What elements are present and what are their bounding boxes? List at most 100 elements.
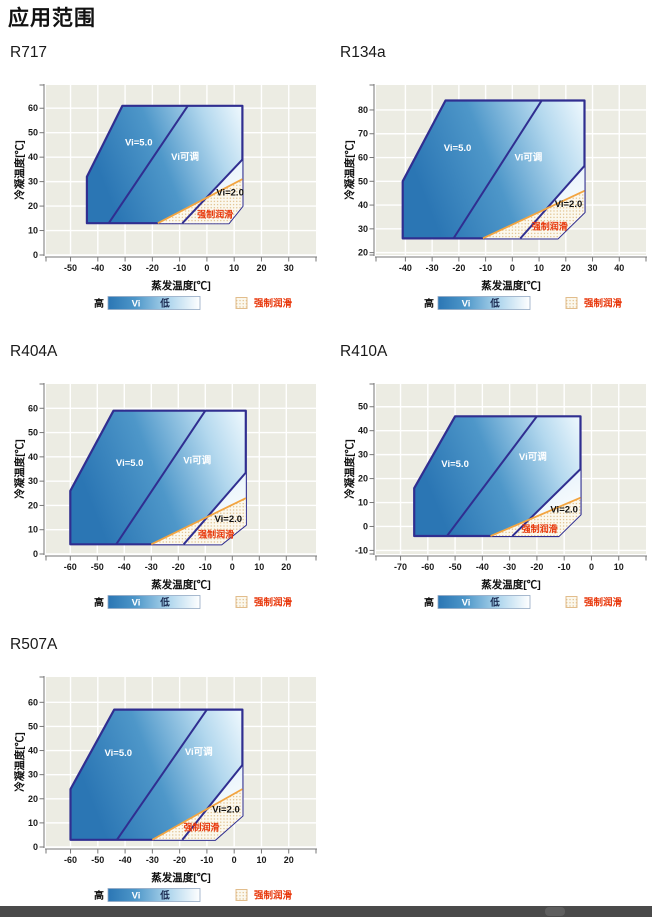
x-tick-label: 30	[284, 263, 294, 273]
x-tick-label: -10	[199, 562, 212, 572]
legend-vi-gradient-bar	[107, 888, 201, 902]
y-tick-label: 30	[28, 770, 38, 780]
y-tick-label: 60	[28, 403, 38, 413]
y-tick-label: 0	[363, 521, 368, 531]
x-tick-label: 0	[589, 562, 594, 572]
y-axis	[369, 84, 375, 256]
y-axis	[39, 676, 45, 848]
x-tick-label: -20	[172, 562, 185, 572]
x-tick-label: -20	[530, 562, 543, 572]
x-tick-label: -30	[426, 263, 439, 273]
legend-forced-label: 强制润滑	[254, 298, 293, 310]
divider-vi5-viadj	[116, 708, 208, 841]
chart-title-r134a: R134a	[340, 44, 386, 61]
y-tick-label: 70	[358, 129, 368, 139]
x-tick-label: -40	[91, 263, 104, 273]
forced-lubrication-boundary-line	[151, 788, 243, 841]
forced-lubrication-boundary-line	[490, 496, 581, 537]
x-axis	[45, 256, 317, 262]
divider-vi5-viadj	[452, 99, 543, 239]
bottom-scrollbar[interactable]	[0, 906, 652, 917]
y-tick-label: 30	[28, 476, 38, 486]
legend-forced-label: 强制润滑	[584, 298, 623, 310]
x-tick-label: -50	[64, 263, 77, 273]
x-tick-label: -10	[479, 263, 492, 273]
x-tick-label: 20	[561, 263, 571, 273]
x-tick-label: -30	[146, 855, 159, 865]
legend-high-label: 高	[94, 297, 104, 310]
legend-vi-label: Vi	[132, 299, 141, 310]
x-axis	[45, 848, 317, 854]
chart-title-r404a: R404A	[10, 343, 58, 360]
legend-low-label: 低	[159, 597, 170, 609]
region-label-2: Vi=2.0	[214, 514, 242, 525]
divider-viadj-vi2	[511, 468, 582, 537]
chart-canvas-r410a: Vi=5.0 Vi可调 Vi=2.0 强制润滑 -70 -60 -50 -40 -30 -20 -1…	[343, 383, 647, 609]
legend: 高 Vi 低 强制润滑	[94, 296, 293, 310]
legend-vi-gradient-bar	[107, 595, 201, 609]
y-axis-title: 冷凝温度[℃]	[343, 140, 356, 200]
x-axis-title: 蒸发温度[℃]	[151, 279, 211, 292]
y-axis	[39, 383, 45, 555]
y-tick-label: 30	[358, 450, 368, 460]
x-axis-title: 蒸发温度[℃]	[481, 279, 541, 292]
x-tick-label: 0	[232, 855, 237, 865]
divider-viadj-vi2	[181, 764, 244, 841]
region-label-2: Vi=2.0	[216, 188, 244, 199]
y-tick-label: 0	[33, 842, 38, 852]
x-tick-label: 10	[614, 562, 624, 572]
region-label-1: Vi可调	[183, 455, 211, 467]
divider-viadj-vi2	[519, 165, 586, 240]
y-tick-label: 40	[358, 200, 368, 210]
x-tick-label: -20	[146, 263, 159, 273]
page-title: 应用范围	[8, 7, 96, 30]
x-tick-label: -20	[452, 263, 465, 273]
x-tick-label: -20	[173, 855, 186, 865]
x-tick-label: -40	[118, 562, 131, 572]
legend-forced-swatch	[565, 596, 578, 608]
y-tick-label: 20	[358, 248, 368, 258]
x-tick-label: 10	[256, 855, 266, 865]
x-tick-label: -70	[394, 562, 407, 572]
chart-canvas-r404a: Vi=5.0 Vi可调 Vi=2.0 强制润滑 -60 -50 -40 -30 -20 -10 0 1…	[13, 383, 317, 609]
legend: 高 Vi 低 强制润滑	[94, 595, 293, 609]
legend-forced-swatch	[235, 889, 248, 901]
y-tick-label: 40	[358, 426, 368, 436]
region-label-0: Vi=5.0	[125, 137, 153, 148]
region-forced-lubrication	[152, 789, 243, 840]
y-axis	[39, 84, 45, 256]
chart-title-r717: R717	[10, 44, 48, 61]
x-tick-label: -10	[173, 263, 186, 273]
region-label-3: 强制润滑	[522, 523, 558, 534]
legend-high-label: 高	[424, 596, 434, 609]
y-tick-label: 50	[28, 428, 38, 438]
y-tick-label: 60	[28, 103, 38, 113]
y-tick-label: 10	[28, 226, 38, 236]
region-forced-lubrication	[151, 498, 246, 545]
legend-high-label: 高	[424, 297, 434, 310]
region-main	[413, 415, 582, 538]
legend-high-label: 高	[94, 596, 104, 609]
region-label-3: 强制润滑	[198, 529, 234, 540]
legend-forced-label: 强制润滑	[584, 597, 623, 609]
region-label-1: Vi可调	[171, 151, 199, 163]
x-tick-label: 0	[510, 263, 515, 273]
y-tick-label: 80	[358, 105, 368, 115]
region-label-0: Vi=5.0	[116, 458, 144, 469]
y-tick-label: 30	[358, 224, 368, 234]
x-tick-label: 0	[204, 263, 209, 273]
forced-lubrication-boundary-line	[482, 189, 585, 240]
y-tick-label: 20	[28, 500, 38, 510]
divider-viadj-vi2	[182, 471, 247, 545]
x-tick-label: 40	[614, 263, 624, 273]
legend-vi-label: Vi	[462, 299, 471, 310]
y-tick-label: 40	[28, 152, 38, 162]
region-label-0: Vi=5.0	[441, 459, 469, 470]
chart-r717: R717 Vi=5.0 Vi可调 Vi=2.0 强制润滑 -50 -40 -30 -20 -10…	[8, 44, 326, 323]
chart-r134a: R134a Vi=5.0 Vi可调 Vi=2.0 强制润滑 -40 -30 -20 -10 0 1…	[338, 44, 652, 323]
y-tick-label: 30	[28, 177, 38, 187]
x-tick-label: 0	[230, 562, 235, 572]
divider-viadj-vi2	[181, 158, 244, 224]
y-tick-label: 60	[28, 697, 38, 707]
scrollbar-thumb[interactable]	[545, 907, 565, 916]
